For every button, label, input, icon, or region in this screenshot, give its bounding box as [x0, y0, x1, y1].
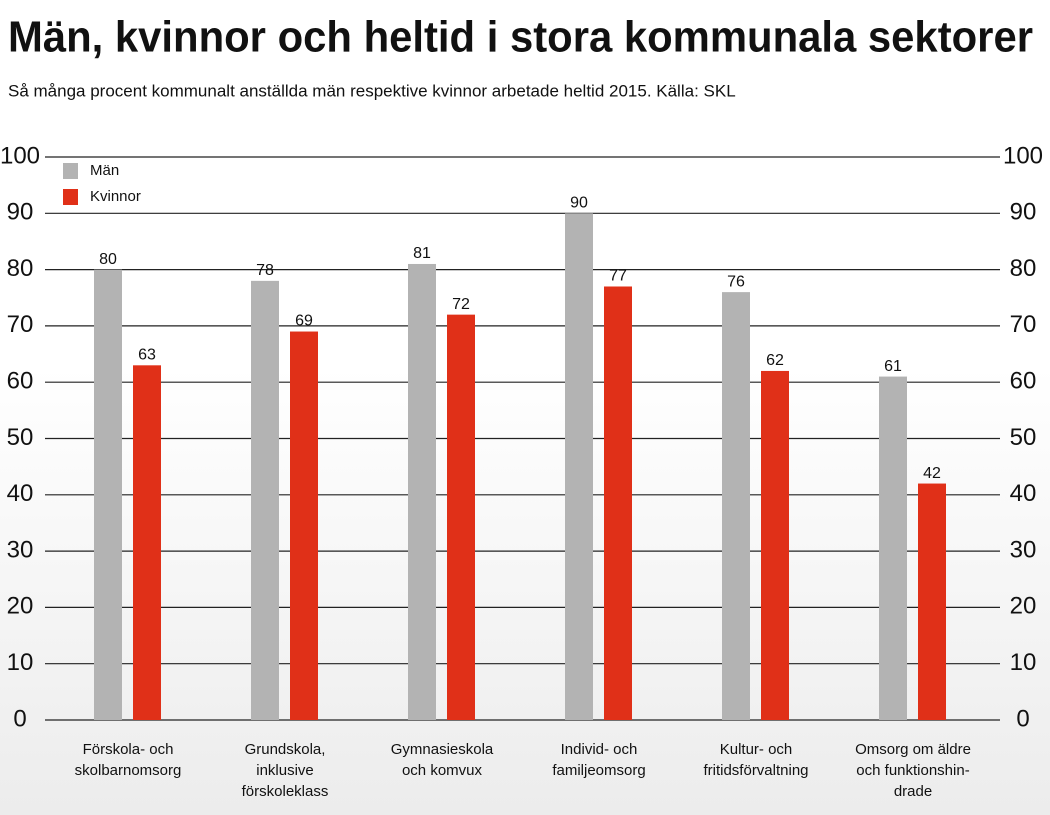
- bar: [133, 365, 161, 720]
- y2-tick-label: 70: [1010, 311, 1037, 338]
- y-tick-label: 30: [7, 536, 34, 563]
- legend-swatch: [63, 189, 78, 205]
- y-tick-label: 50: [7, 424, 34, 451]
- y-tick-label: 70: [7, 311, 34, 338]
- bar: [761, 370, 789, 720]
- y-tick-label: 90: [7, 199, 34, 226]
- y2-tick-label: 50: [1010, 424, 1037, 451]
- x-tick-label: drade: [894, 783, 932, 800]
- y-tick-label: 100: [0, 142, 40, 169]
- x-tick-label: fritidsförvaltning: [703, 762, 808, 779]
- value-label: 77: [609, 268, 627, 285]
- x-tick-label: familjeomsorg: [552, 762, 645, 779]
- x-tick-label: och funktionshin-: [856, 762, 969, 779]
- chart-title: Män, kvinnor och heltid i stora kommunal…: [8, 13, 1033, 62]
- y2-tick-label: 10: [1010, 649, 1037, 676]
- bar: [94, 269, 122, 720]
- bar: [447, 314, 475, 720]
- bar: [879, 376, 907, 720]
- value-label: 62: [766, 352, 784, 369]
- bar: [604, 286, 632, 720]
- value-label: 78: [256, 262, 274, 279]
- value-label: 63: [138, 347, 156, 364]
- bar: [251, 280, 279, 720]
- value-label: 81: [413, 245, 431, 262]
- bar: [918, 483, 946, 720]
- value-label: 42: [923, 465, 941, 482]
- bar: [290, 331, 318, 720]
- value-label: 90: [570, 195, 588, 212]
- y-tick-label: 80: [7, 255, 34, 282]
- legend-swatch: [63, 163, 78, 179]
- x-tick-label: och komvux: [402, 762, 483, 779]
- value-label: 69: [295, 313, 313, 330]
- legend-label: Kvinnor: [90, 188, 141, 205]
- y2-tick-label: 30: [1010, 536, 1037, 563]
- y-tick-label: 20: [7, 593, 34, 620]
- x-tick-label: förskoleklass: [242, 783, 329, 800]
- x-tick-label: inklusive: [256, 762, 314, 779]
- x-tick-label: Gymnasieskola: [391, 741, 494, 758]
- value-label: 80: [99, 251, 117, 268]
- value-label: 76: [727, 273, 745, 290]
- x-tick-label: Grundskola,: [245, 741, 326, 758]
- y2-tick-label: 100: [1003, 142, 1043, 169]
- x-tick-label: Omsorg om äldre: [855, 741, 971, 758]
- x-tick-label: skolbarnomsorg: [75, 762, 182, 779]
- bar: [408, 263, 436, 720]
- y-tick-label: 10: [7, 649, 34, 676]
- bar: [565, 213, 593, 721]
- y2-tick-label: 20: [1010, 593, 1037, 620]
- y2-tick-label: 40: [1010, 480, 1037, 507]
- chart-subtitle: Så många procent kommunalt anställda män…: [8, 81, 736, 100]
- y2-tick-label: 0: [1016, 705, 1029, 732]
- y2-tick-label: 60: [1010, 368, 1037, 395]
- y-tick-label: 60: [7, 368, 34, 395]
- y2-tick-label: 90: [1010, 199, 1037, 226]
- legend-label: Män: [90, 162, 119, 179]
- value-label: 61: [884, 358, 902, 375]
- y-tick-label: 0: [13, 705, 26, 732]
- value-label: 72: [452, 296, 470, 313]
- y2-tick-label: 80: [1010, 255, 1037, 282]
- y-tick-label: 40: [7, 480, 34, 507]
- x-tick-label: Individ- och: [561, 741, 638, 758]
- x-tick-label: Förskola- och: [83, 741, 174, 758]
- x-tick-label: Kultur- och: [720, 741, 793, 758]
- bar: [722, 292, 750, 720]
